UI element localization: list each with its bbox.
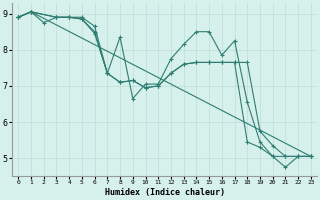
X-axis label: Humidex (Indice chaleur): Humidex (Indice chaleur) — [105, 188, 225, 197]
